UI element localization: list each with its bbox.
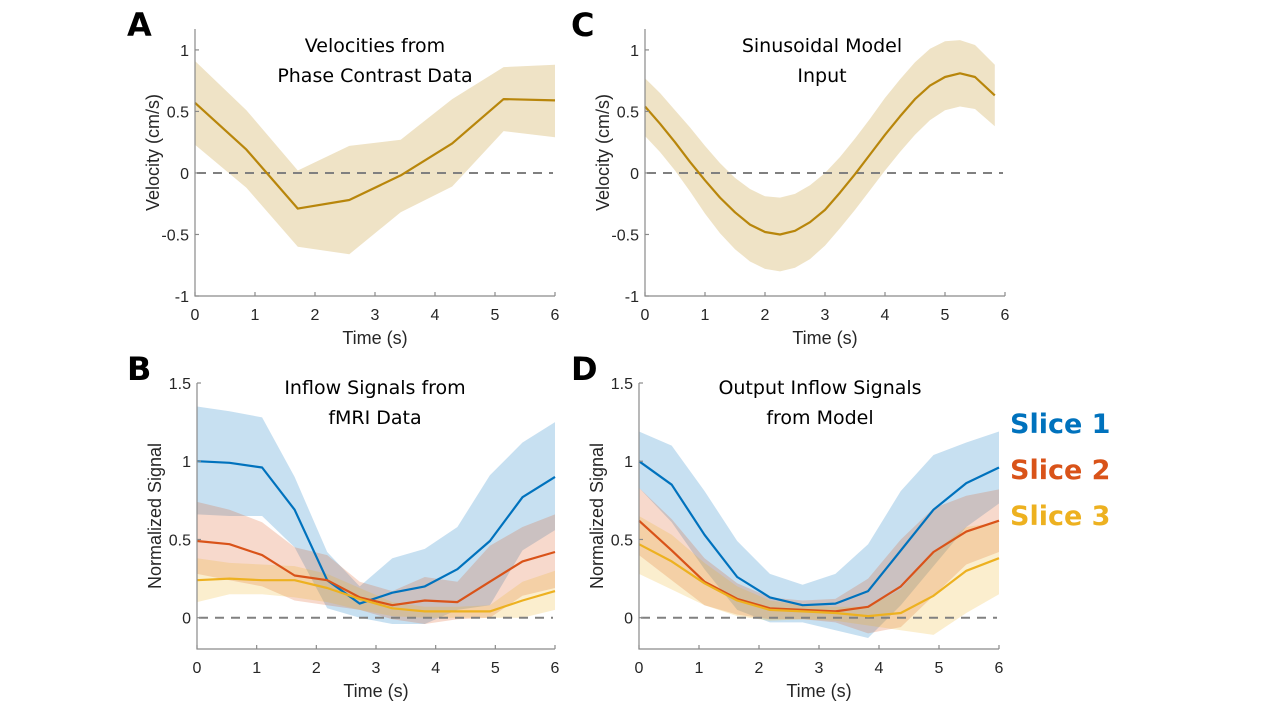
y-tick-label: 0 bbox=[182, 611, 191, 628]
y-tick-label: 0.5 bbox=[167, 104, 189, 121]
x-tick-label: 6 bbox=[551, 660, 560, 677]
mean-line-slice-2 bbox=[638, 519, 1000, 613]
x-tick-label: 4 bbox=[875, 660, 884, 677]
y-axis-label: Velocity (cm/s) bbox=[143, 94, 163, 211]
series-group bbox=[645, 40, 995, 272]
x-tick-label: 0 bbox=[635, 660, 644, 677]
panel-c: C 0 1 2 3 4 5 6 -1 -0.5 0 0.5 1 Time (s) Velocity (cm/… bbox=[571, 6, 1010, 348]
y-axis-label: Normalized Signal bbox=[145, 443, 165, 589]
panel-letter: B bbox=[127, 350, 151, 388]
legend-item-slice-2: Slice 2 bbox=[1010, 455, 1110, 486]
confidence-band-velocity bbox=[645, 40, 995, 272]
legend-item-slice-1: Slice 1 bbox=[1010, 409, 1110, 440]
x-tick-label: 1 bbox=[695, 660, 704, 677]
x-tick-label: 6 bbox=[1001, 307, 1010, 324]
confidence-band-slice-1 bbox=[197, 406, 555, 624]
y-tick-label: -1 bbox=[175, 289, 189, 306]
y-tick-label: 1 bbox=[182, 454, 191, 471]
x-tick-label: 6 bbox=[551, 307, 560, 324]
mean-line-slice-3 bbox=[196, 577, 556, 613]
y-tick-label: 1 bbox=[624, 454, 633, 471]
panel-b: B 0 1 2 3 4 5 6 0 0.5 1 1.5 Time (s) Normalized Signa… bbox=[127, 350, 560, 701]
legend: Slice 1 Slice 2 Slice 3 bbox=[1010, 409, 1110, 532]
y-axis-label: Normalized Signal bbox=[587, 443, 607, 589]
x-tick-label: 4 bbox=[431, 307, 440, 324]
x-tick-label: 5 bbox=[491, 307, 500, 324]
panel-d: D 0 1 2 3 4 5 6 0 0.5 1 1.5 Time (s) Normalized Signa… bbox=[571, 350, 1004, 701]
panel-letter: C bbox=[571, 6, 594, 44]
y-tick-label: -1 bbox=[625, 289, 639, 306]
panel-letter: A bbox=[127, 6, 152, 44]
x-tick-label: 0 bbox=[193, 660, 202, 677]
chart-title-line: Inflow Signals from bbox=[284, 377, 465, 399]
y-tick-label: 1.5 bbox=[169, 376, 191, 393]
x-axis-label: Time (s) bbox=[343, 681, 408, 701]
series-group bbox=[195, 61, 555, 255]
panel-letter: D bbox=[571, 350, 598, 388]
x-tick-label: 3 bbox=[371, 307, 380, 324]
x-tick-label: 4 bbox=[881, 307, 890, 324]
x-axis-label: Time (s) bbox=[786, 681, 851, 701]
confidence-band-velocity bbox=[195, 61, 555, 255]
x-tick-label: 2 bbox=[761, 307, 770, 324]
x-tick-label: 4 bbox=[431, 660, 440, 677]
x-tick-label: 3 bbox=[815, 660, 824, 677]
y-tick-label: -0.5 bbox=[161, 227, 189, 244]
legend-item-slice-3: Slice 3 bbox=[1010, 501, 1110, 532]
x-tick-label: 1 bbox=[701, 307, 710, 324]
x-tick-label: 3 bbox=[372, 660, 381, 677]
chart-title-line: Sinusoidal Model bbox=[742, 35, 902, 57]
x-tick-label: 3 bbox=[821, 307, 830, 324]
series-group bbox=[197, 406, 555, 624]
panel-a: A 0 1 2 3 4 5 6 -1 -0.5 0 0.5 1 Time (s) Velocity (cm/… bbox=[127, 6, 560, 348]
mean-line-slice-2 bbox=[196, 539, 556, 607]
y-tick-label: 0 bbox=[180, 166, 189, 183]
y-tick-label: 0.5 bbox=[617, 104, 639, 121]
x-axis-label: Time (s) bbox=[342, 328, 407, 348]
y-tick-label: 0 bbox=[624, 611, 633, 628]
mean-line-slice-1 bbox=[196, 460, 556, 605]
chart-title-line: Phase Contrast Data bbox=[277, 65, 472, 87]
y-tick-label: 1.5 bbox=[611, 376, 633, 393]
mean-line-velocity bbox=[194, 97, 556, 210]
x-tick-label: 5 bbox=[935, 660, 944, 677]
x-axis-label: Time (s) bbox=[792, 328, 857, 348]
x-tick-label: 1 bbox=[251, 307, 260, 324]
x-tick-label: 2 bbox=[312, 660, 321, 677]
confidence-band-slice-3 bbox=[639, 516, 999, 635]
confidence-band-slice-2 bbox=[197, 501, 555, 624]
x-tick-label: 2 bbox=[755, 660, 764, 677]
chart-title-line: fMRI Data bbox=[328, 407, 421, 429]
chart-title-line: Input bbox=[797, 65, 846, 87]
x-tick-label: 6 bbox=[995, 660, 1004, 677]
confidence-band-slice-3 bbox=[197, 558, 555, 618]
chart-title-line: Output Inflow Signals bbox=[718, 377, 921, 399]
y-tick-label: 1 bbox=[180, 43, 189, 60]
chart-title-line: Velocities from bbox=[305, 35, 445, 57]
y-tick-label: 0.5 bbox=[611, 532, 633, 549]
confidence-band-slice-1 bbox=[639, 431, 999, 638]
y-tick-label: 0.5 bbox=[169, 532, 191, 549]
x-tick-label: 5 bbox=[941, 307, 950, 324]
chart-title-line: from Model bbox=[766, 407, 873, 429]
mean-line-slice-3 bbox=[638, 543, 1000, 618]
x-tick-label: 2 bbox=[311, 307, 320, 324]
mean-line-velocity bbox=[644, 72, 996, 236]
mean-line-slice-1 bbox=[638, 460, 1000, 607]
x-tick-label: 1 bbox=[252, 660, 261, 677]
y-tick-label: 1 bbox=[630, 43, 639, 60]
series-group bbox=[639, 431, 999, 638]
x-tick-label: 0 bbox=[641, 307, 650, 324]
x-tick-label: 0 bbox=[191, 307, 200, 324]
x-tick-label: 5 bbox=[491, 660, 500, 677]
y-tick-label: 0 bbox=[630, 166, 639, 183]
y-tick-label: -0.5 bbox=[611, 227, 639, 244]
y-axis-label: Velocity (cm/s) bbox=[593, 94, 613, 211]
